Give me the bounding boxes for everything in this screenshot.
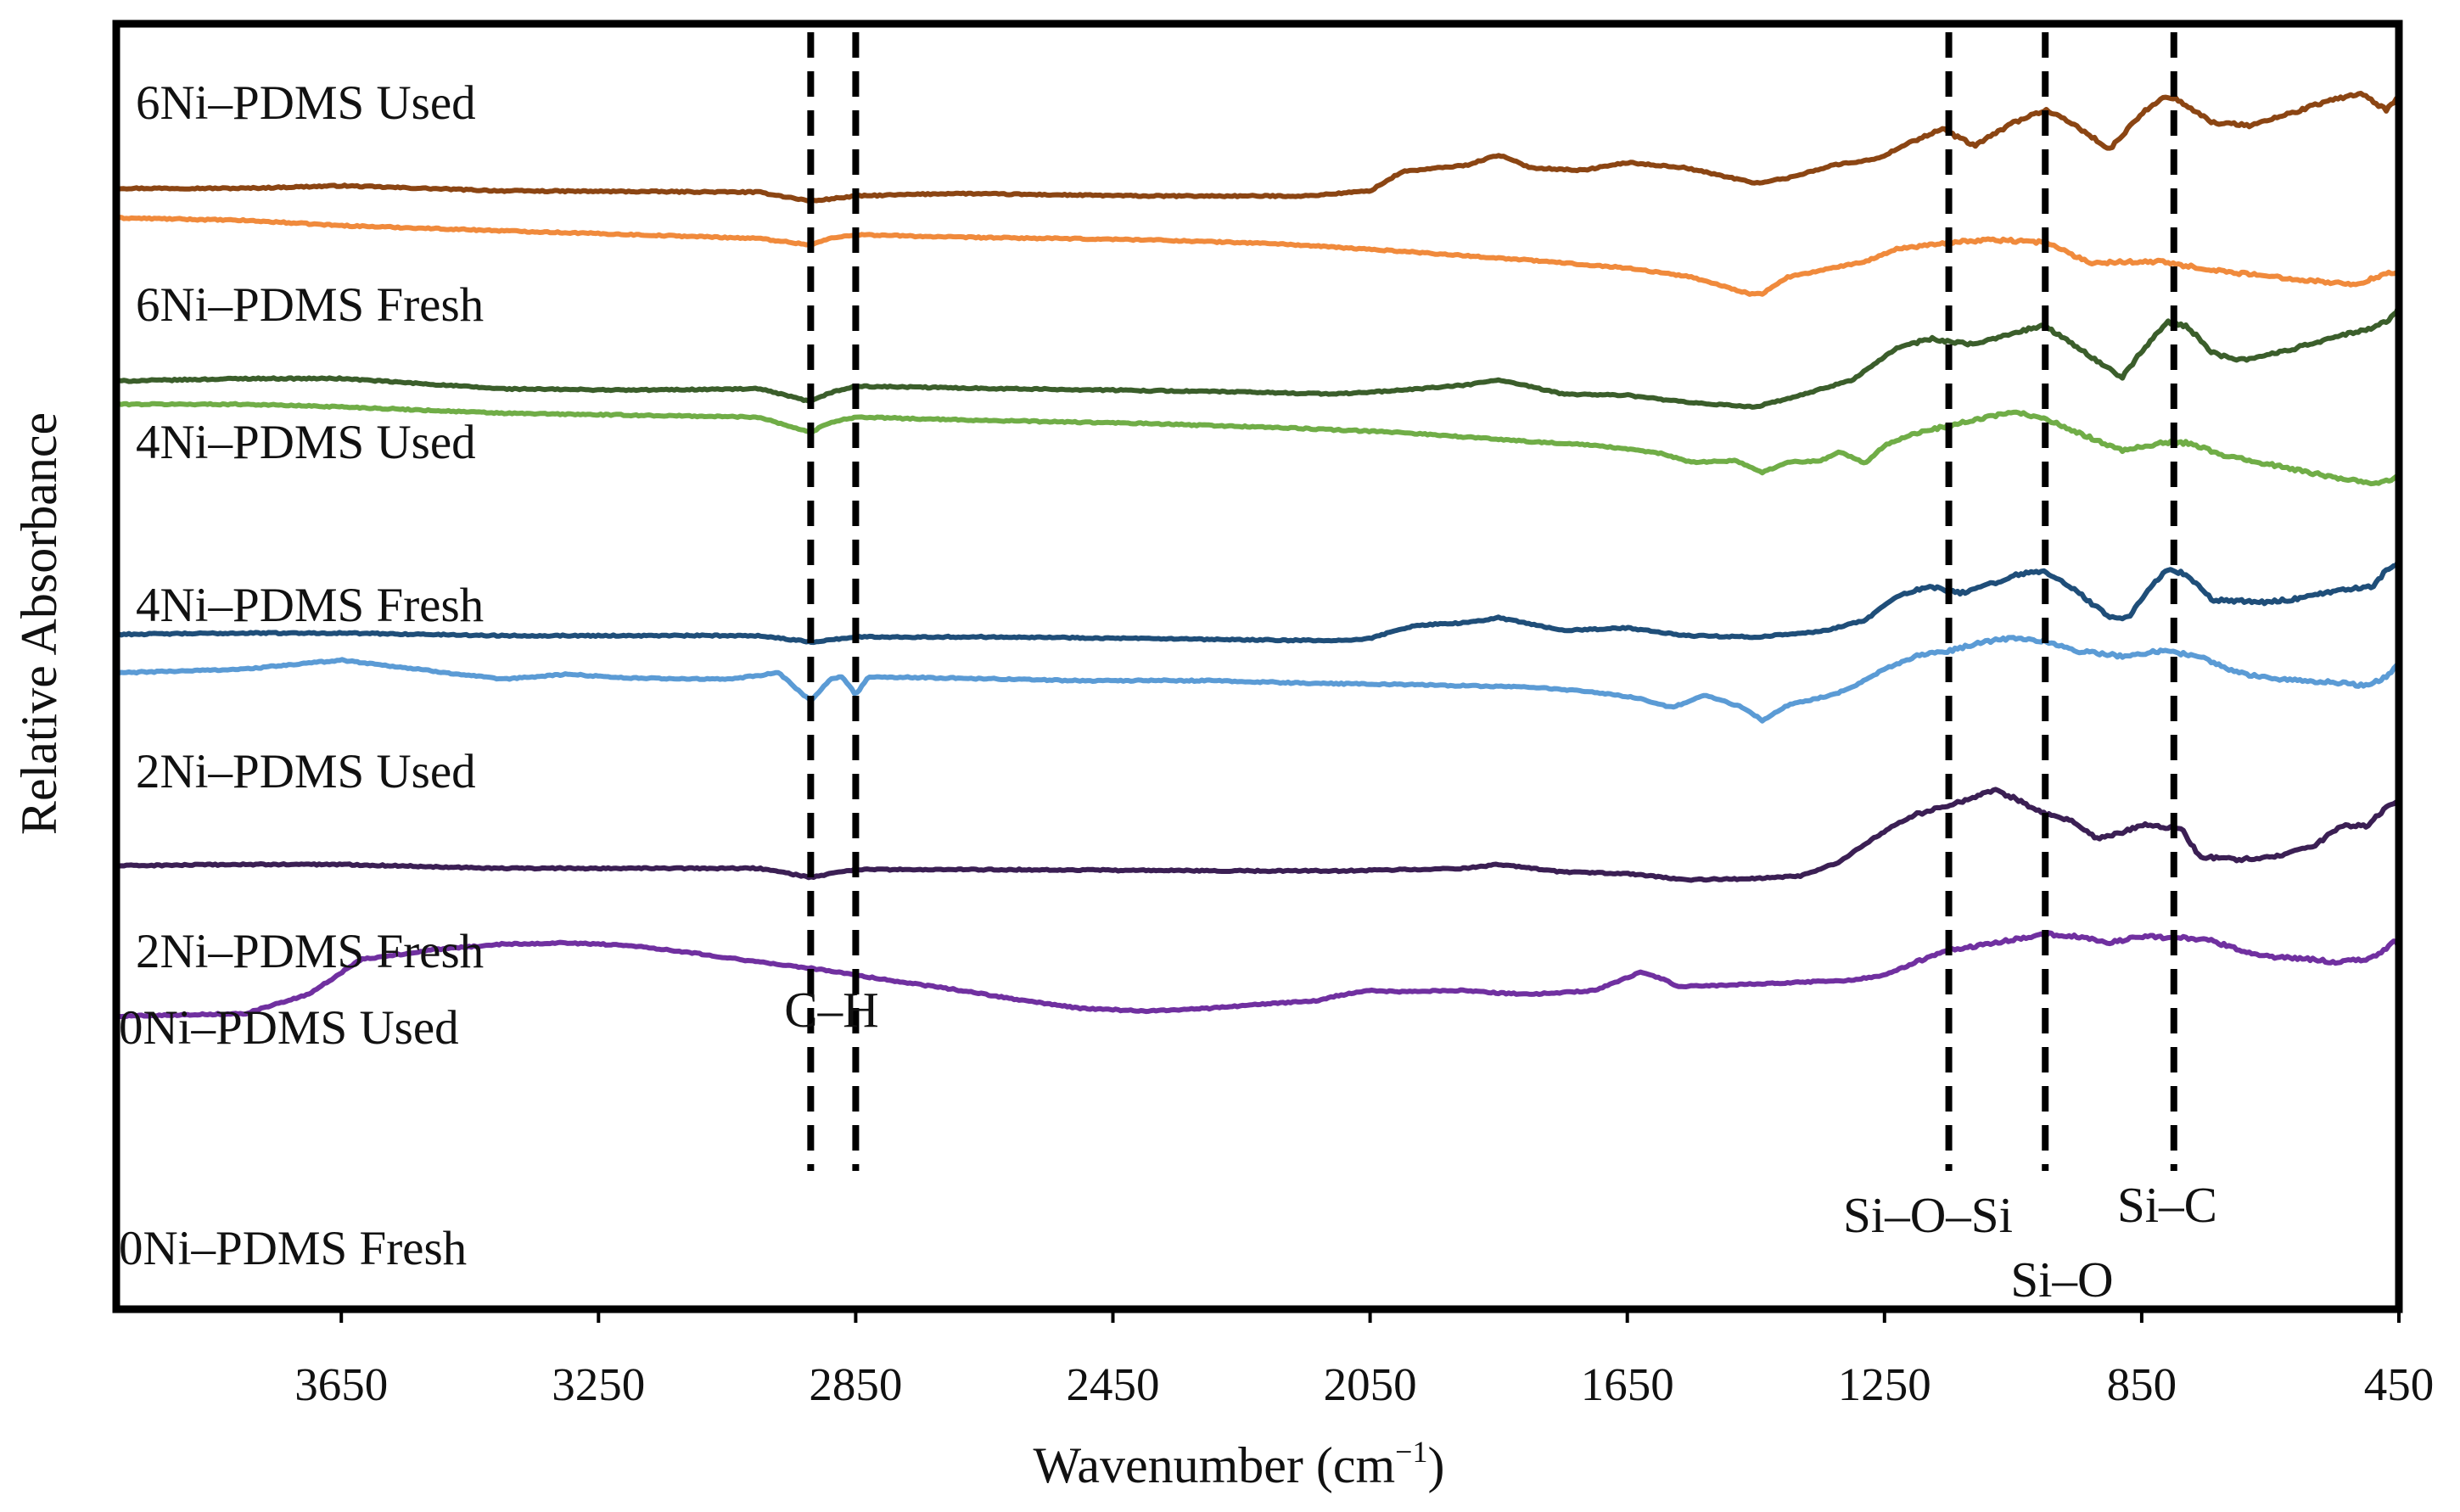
x-tick-label-1650: 1650 xyxy=(1581,1358,1674,1410)
series-line-4ni-pdms-used xyxy=(115,304,2401,410)
x-tick-label-2850: 2850 xyxy=(809,1358,902,1410)
x-axis-ticks: 3650 3250 2850 2450 2050 1650 1250 850 450 xyxy=(294,1309,2434,1410)
series-label-2ni-pdms-fresh: 2Ni–PDMS Fresh xyxy=(136,925,484,978)
series-label-6ni-pdms-fresh: 6Ni–PDMS Fresh xyxy=(136,278,484,332)
x-tick-label-2450: 2450 xyxy=(1067,1358,1160,1410)
series-line-6ni-pdms-fresh xyxy=(115,215,2401,297)
series-label-4ni-pdms-used: 4Ni–PDMS Used xyxy=(136,416,476,469)
x-axis-title-main: Wavenumber (cm xyxy=(1034,1437,1396,1493)
annotation-si-o: Si–O xyxy=(2010,1252,2113,1308)
series-label-6ni-pdms-used: 6Ni–PDMS Used xyxy=(136,76,476,130)
y-axis-title: Relative Absorbance xyxy=(11,412,67,835)
x-tick-label-450: 450 xyxy=(2364,1358,2435,1410)
series-line-2ni-pdms-fresh xyxy=(116,635,2401,724)
x-tick-label-850: 850 xyxy=(2107,1358,2177,1410)
series-label-2ni-pdms-used: 2Ni–PDMS Used xyxy=(136,745,476,798)
series-line-0ni-pdms-used xyxy=(115,787,2401,883)
x-axis-title-sup: −1 xyxy=(1395,1435,1427,1469)
series-layer xyxy=(115,91,2401,1020)
annotation-c-h: C–H xyxy=(784,982,878,1038)
plot-frame xyxy=(112,20,2403,1313)
x-tick-label-3650: 3650 xyxy=(294,1358,388,1410)
series-line-2ni-pdms-used xyxy=(115,557,2401,646)
series-labels: 6Ni–PDMS Used 6Ni–PDMS Fresh 4Ni–PDMS Used… xyxy=(119,76,484,1275)
series-label-4ni-pdms-fresh: 4Ni–PDMS Fresh xyxy=(136,579,484,632)
x-axis-title: Wavenumber (cm−1) xyxy=(1034,1435,1445,1493)
x-axis-title-close: ) xyxy=(1427,1437,1444,1493)
reference-lines xyxy=(807,32,2177,1171)
x-tick-label-2050: 2050 xyxy=(1324,1358,1417,1410)
series-label-0ni-pdms-fresh: 0Ni–PDMS Fresh xyxy=(119,1222,467,1275)
series-line-0ni-pdms-fresh xyxy=(115,930,2401,1020)
annotation-si-c: Si–C xyxy=(2117,1177,2217,1233)
series-label-0ni-pdms-used: 0Ni–PDMS Used xyxy=(119,1001,459,1055)
series-line-4ni-pdms-fresh xyxy=(115,400,2401,487)
annotations: C–H Si–O–Si Si–OSi–C xyxy=(784,982,2217,1308)
x-tick-label-3250: 3250 xyxy=(552,1358,645,1410)
x-tick-label-1250: 1250 xyxy=(1838,1358,1931,1410)
annotation-si-o-si: Si–O–Si xyxy=(1843,1187,2013,1243)
series-line-6ni-pdms-used xyxy=(115,91,2401,204)
